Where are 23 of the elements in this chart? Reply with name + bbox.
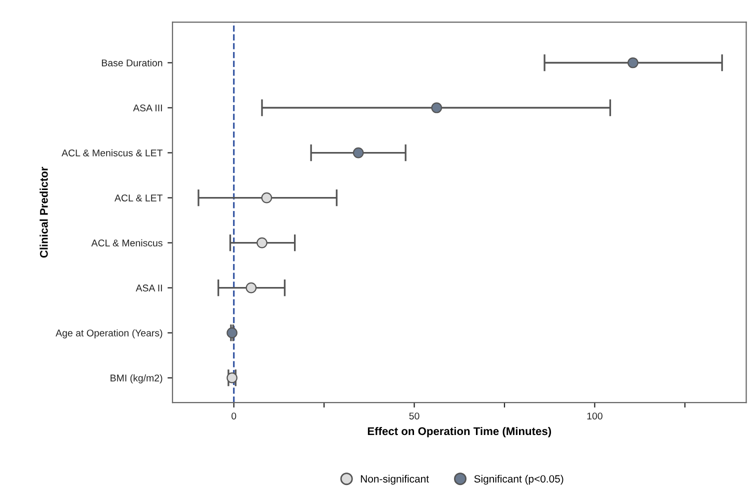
y-tick-label: Age at Operation (Years) xyxy=(56,329,162,338)
point xyxy=(261,192,272,204)
x-tick-label: 0 xyxy=(232,412,236,420)
y-tick-label: Base Duration xyxy=(102,59,162,66)
point xyxy=(256,237,268,248)
y-tick-label: ASA III xyxy=(133,104,162,112)
x-tick-label: 100 xyxy=(587,412,602,420)
point xyxy=(226,372,238,384)
y-tick-label: ACL & Meniscus & LET xyxy=(62,149,163,156)
y-tick-label: ACL & LET xyxy=(114,194,163,202)
point xyxy=(628,57,638,68)
point xyxy=(352,147,364,158)
y-tick-label: ASA II xyxy=(136,284,162,292)
y-axis-title: Clinical Predictor xyxy=(40,166,48,258)
legend-label: Non-significant xyxy=(360,474,429,485)
point xyxy=(226,327,238,338)
point xyxy=(431,102,442,114)
point xyxy=(246,282,257,294)
legend-label: Significant (p<0.05) xyxy=(474,474,564,485)
x-axis-title: Effect on Operation Time (Minutes) xyxy=(368,426,552,438)
y-tick-label: BMI (kg/m2) xyxy=(110,374,162,384)
x-tick-label: 50 xyxy=(409,412,420,420)
y-tick-label: ACL & Meniscus xyxy=(91,239,162,246)
